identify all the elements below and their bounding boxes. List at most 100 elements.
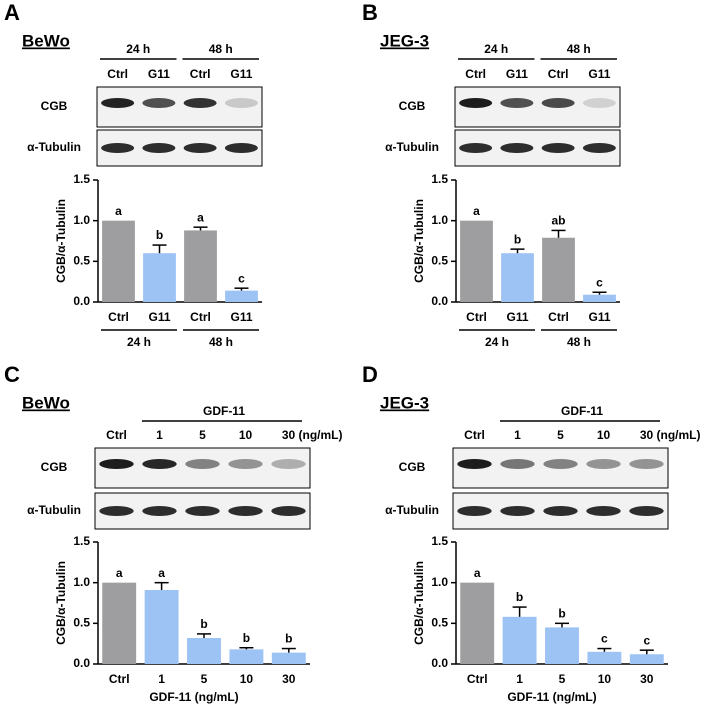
x-tick-label: 10: [598, 672, 612, 686]
bar: [460, 582, 495, 664]
blot-band: [500, 459, 535, 469]
blot-band: [582, 143, 616, 153]
x-tick-label: Ctrl: [108, 310, 129, 324]
significance-letter: c: [596, 275, 603, 289]
blot-band: [142, 98, 176, 108]
blot-band: [457, 506, 492, 516]
bar: [501, 253, 534, 302]
x-group-label: 48 h: [567, 335, 591, 349]
lane-label: 10: [239, 428, 253, 442]
panel-label: A: [4, 0, 20, 25]
x-group-label: 48 h: [209, 335, 233, 349]
y-tick-label: 0.5: [73, 616, 90, 630]
blot-group-label: 24 h: [484, 42, 508, 56]
cell-line: JEG-3: [380, 31, 429, 50]
x-axis-label: GDF-11 (ng/mL): [507, 690, 596, 704]
cell-line: JEG-3: [380, 393, 429, 412]
x-tick-label: Ctrl: [467, 672, 488, 686]
blot-band: [500, 98, 534, 108]
bar: [184, 230, 217, 302]
blot-band: [185, 506, 220, 516]
y-tick-label: 1.5: [73, 534, 90, 548]
x-axis-label: GDF-11 (ng/mL): [149, 690, 238, 704]
x-tick-label: Ctrl: [109, 672, 130, 686]
x-tick-label: Ctrl: [466, 310, 487, 324]
y-tick-label: 0.5: [73, 254, 90, 268]
significance-letter: b: [516, 590, 523, 604]
lane-label: Ctrl: [464, 428, 485, 442]
blot-band: [271, 506, 306, 516]
x-tick-label: 1: [516, 672, 523, 686]
cell-line: BeWo: [22, 393, 70, 412]
blot-band: [142, 459, 177, 469]
blot-band: [142, 143, 176, 153]
significance-letter: b: [243, 631, 250, 645]
blot-row-label: α-Tubulin: [385, 503, 439, 517]
blot-band: [101, 98, 135, 108]
lane-label: G11: [230, 67, 252, 81]
y-tick-label: 0.0: [73, 656, 90, 670]
bar: [102, 582, 137, 664]
blot-row-label: α-Tubulin: [27, 140, 81, 154]
blot-band: [582, 98, 616, 108]
blot-group-label: 48 h: [209, 42, 233, 56]
blot-band: [183, 98, 217, 108]
bar: [629, 654, 664, 664]
blot-band: [500, 143, 534, 153]
blot-band: [586, 459, 621, 469]
x-tick-label: G11: [148, 310, 170, 324]
blot-band: [142, 506, 177, 516]
bar: [502, 616, 537, 664]
significance-letter: c: [643, 633, 650, 647]
x-tick-label: 5: [559, 672, 566, 686]
blot-row-label: α-Tubulin: [27, 503, 81, 517]
lane-label: 30: [282, 428, 296, 442]
blot-band: [541, 143, 575, 153]
lane-label: Ctrl: [548, 67, 569, 81]
blot-band: [228, 459, 263, 469]
significance-letter: ab: [551, 214, 565, 228]
panel-label: C: [4, 362, 20, 387]
bar: [583, 294, 616, 302]
y-axis-label: CGB/α-Tubulin: [54, 199, 68, 283]
blot-band: [459, 143, 493, 153]
x-tick-label: Ctrl: [190, 310, 211, 324]
blot-row-label: CGB: [399, 460, 426, 474]
blot-header: GDF-11: [561, 404, 603, 418]
lane-label: G11: [588, 67, 610, 81]
bar: [143, 253, 176, 302]
blot-header: GDF-11: [203, 404, 245, 418]
lane-label: Ctrl: [190, 67, 211, 81]
y-tick-label: 0.0: [431, 656, 448, 670]
x-group-label: 24 h: [127, 335, 151, 349]
blot-row-label: CGB: [41, 99, 68, 113]
cell-line: BeWo: [22, 31, 70, 50]
y-tick-label: 1.0: [431, 575, 448, 589]
significance-letter: a: [474, 566, 481, 580]
blot-band: [224, 143, 258, 153]
significance-letter: a: [115, 204, 122, 218]
significance-letter: a: [473, 204, 480, 218]
blot-row-label: CGB: [41, 460, 68, 474]
y-tick-label: 0.5: [431, 616, 448, 630]
significance-letter: b: [558, 607, 565, 621]
lane-label: 1: [156, 428, 163, 442]
lane-label: 30: [640, 428, 654, 442]
y-tick-label: 0.0: [431, 294, 448, 308]
y-axis-label: CGB/α-Tubulin: [412, 561, 426, 645]
y-tick-label: 1.5: [431, 534, 448, 548]
significance-letter: a: [116, 566, 123, 580]
significance-letter: c: [601, 632, 608, 646]
bar: [587, 651, 622, 664]
lane-label: G11: [148, 67, 170, 81]
y-tick-label: 1.5: [73, 172, 90, 186]
bar: [460, 220, 493, 302]
bar: [225, 290, 258, 302]
blot-band: [224, 98, 258, 108]
x-tick-label: 30: [282, 672, 296, 686]
blot-band: [629, 506, 664, 516]
